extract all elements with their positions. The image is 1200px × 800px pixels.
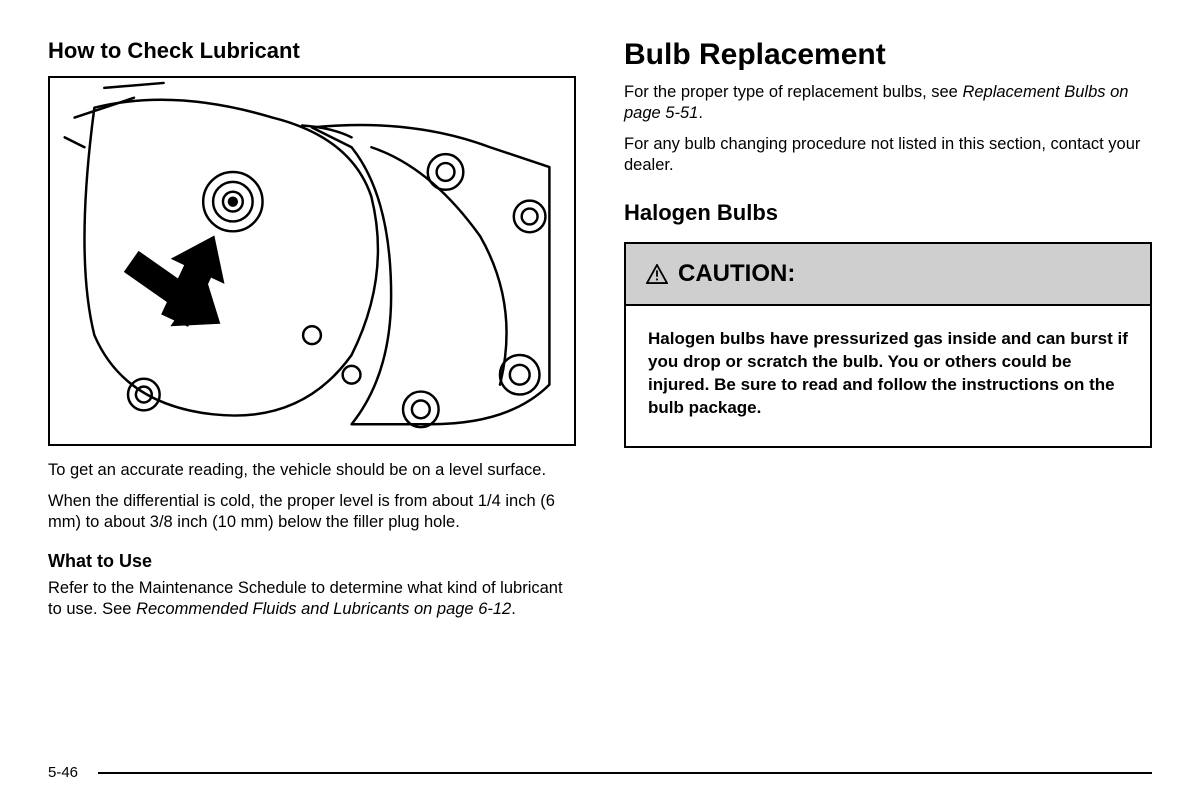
caution-label: CAUTION: <box>678 260 795 288</box>
right-para-1a: For the proper type of replacement bulbs… <box>624 83 962 101</box>
left-para-2: When the differential is cold, the prope… <box>48 491 576 533</box>
caution-header: CAUTION: <box>626 244 1150 306</box>
left-para-3c: . <box>511 600 516 618</box>
page-footer: 5-46 <box>48 772 1152 774</box>
right-para-1c: . <box>698 104 703 122</box>
caution-body: Halogen bulbs have pressurized gas insid… <box>626 306 1150 446</box>
left-heading: How to Check Lubricant <box>48 38 576 64</box>
caution-box: CAUTION: Halogen bulbs have pressurized … <box>624 242 1152 448</box>
lubricant-diagram <box>48 76 576 446</box>
left-para-3b: Recommended Fluids and Lubricants on pag… <box>136 600 511 618</box>
right-subheading: Halogen Bulbs <box>624 200 1152 226</box>
right-para-2: For any bulb changing procedure not list… <box>624 134 1152 176</box>
left-para-1: To get an accurate reading, the vehicle … <box>48 460 576 481</box>
left-para-3: Refer to the Maintenance Schedule to det… <box>48 578 576 620</box>
right-heading: Bulb Replacement <box>624 38 1152 72</box>
right-para-1: For the proper type of replacement bulbs… <box>624 82 1152 124</box>
warning-triangle-icon <box>646 264 668 284</box>
page-number: 5-46 <box>48 764 86 781</box>
left-subheading: What to Use <box>48 551 576 572</box>
footer-rule <box>98 772 1152 774</box>
